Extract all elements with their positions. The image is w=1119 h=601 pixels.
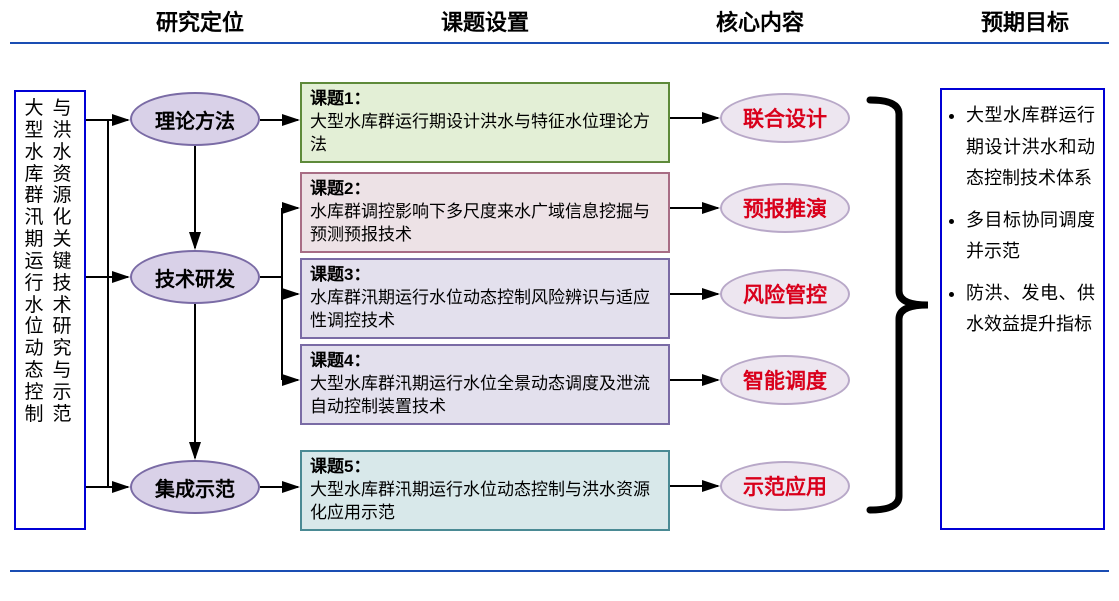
topic-4-text: 大型水库群汛期运行水位全景动态调度及泄流自动控制装置技术: [310, 374, 650, 416]
header-topics: 课题设置: [370, 5, 600, 37]
core-2: 预报推演: [720, 183, 850, 233]
ellipse-tech-label: 技术研发: [155, 263, 235, 292]
ellipse-demo: 集成示范: [130, 460, 260, 514]
core-4: 智能调度: [720, 355, 850, 405]
core-5: 示范应用: [720, 461, 850, 511]
ellipse-demo-label: 集成示范: [155, 473, 235, 502]
topic-5: 课题5： 大型水库群汛期运行水位动态控制与洪水资源化应用示范: [300, 450, 670, 531]
topic-1: 课题1： 大型水库群运行期设计洪水与特征水位理论方法: [300, 82, 670, 163]
topic-1-label: 课题1：: [310, 89, 370, 108]
core-5-label: 示范应用: [743, 471, 827, 501]
ellipse-theory: 理论方法: [130, 92, 260, 146]
header-goals: 预期目标: [940, 5, 1110, 37]
header-core: 核心内容: [670, 5, 850, 37]
topic-3-text: 水库群汛期运行水位动态控制风险辨识与适应性调控技术: [310, 288, 650, 330]
topic-1-text: 大型水库群运行期设计洪水与特征水位理论方法: [310, 112, 650, 154]
ellipse-theory-label: 理论方法: [155, 105, 235, 134]
core-1: 联合设计: [720, 93, 850, 143]
header-positioning: 研究定位: [100, 5, 300, 37]
topic-5-label: 课题5：: [310, 457, 370, 476]
goals-box: 大型水库群运行期设计洪水和动态控制技术体系 多目标协同调度并示范 防洪、发电、供…: [940, 88, 1105, 530]
goal-2: 多目标协同调度并示范: [966, 205, 1095, 268]
project-title-box: 大型水库群汛期运行水位动态控制与洪水资源化关键技术研究与示范: [14, 90, 86, 530]
topic-2-text: 水库群调控影响下多尺度来水广域信息挖掘与预测预报技术: [310, 202, 650, 244]
footer-underline: [10, 570, 1109, 572]
topic-5-text: 大型水库群汛期运行水位动态控制与洪水资源化应用示范: [310, 480, 650, 522]
topic-4-label: 课题4：: [310, 351, 370, 370]
project-title-col-left: 大型水库群汛期运行水位动态控制: [20, 98, 48, 426]
core-2-label: 预报推演: [743, 193, 827, 223]
topic-3: 课题3： 水库群汛期运行水位动态控制风险辨识与适应性调控技术: [300, 258, 670, 339]
project-title-col-right: 与洪水资源化关键技术研究与示范: [48, 98, 76, 426]
topic-2-label: 课题2：: [310, 179, 370, 198]
topic-2: 课题2： 水库群调控影响下多尺度来水广域信息挖掘与预测预报技术: [300, 172, 670, 253]
ellipse-tech: 技术研发: [130, 250, 260, 304]
core-4-label: 智能调度: [743, 365, 827, 395]
topic-3-label: 课题3：: [310, 265, 370, 284]
core-3: 风险管控: [720, 269, 850, 319]
core-1-label: 联合设计: [743, 103, 827, 133]
goal-1: 大型水库群运行期设计洪水和动态控制技术体系: [966, 100, 1095, 195]
core-3-label: 风险管控: [743, 279, 827, 309]
header-underline: [10, 42, 1109, 44]
goal-3: 防洪、发电、供水效益提升指标: [966, 278, 1095, 341]
topic-4: 课题4： 大型水库群汛期运行水位全景动态调度及泄流自动控制装置技术: [300, 344, 670, 425]
